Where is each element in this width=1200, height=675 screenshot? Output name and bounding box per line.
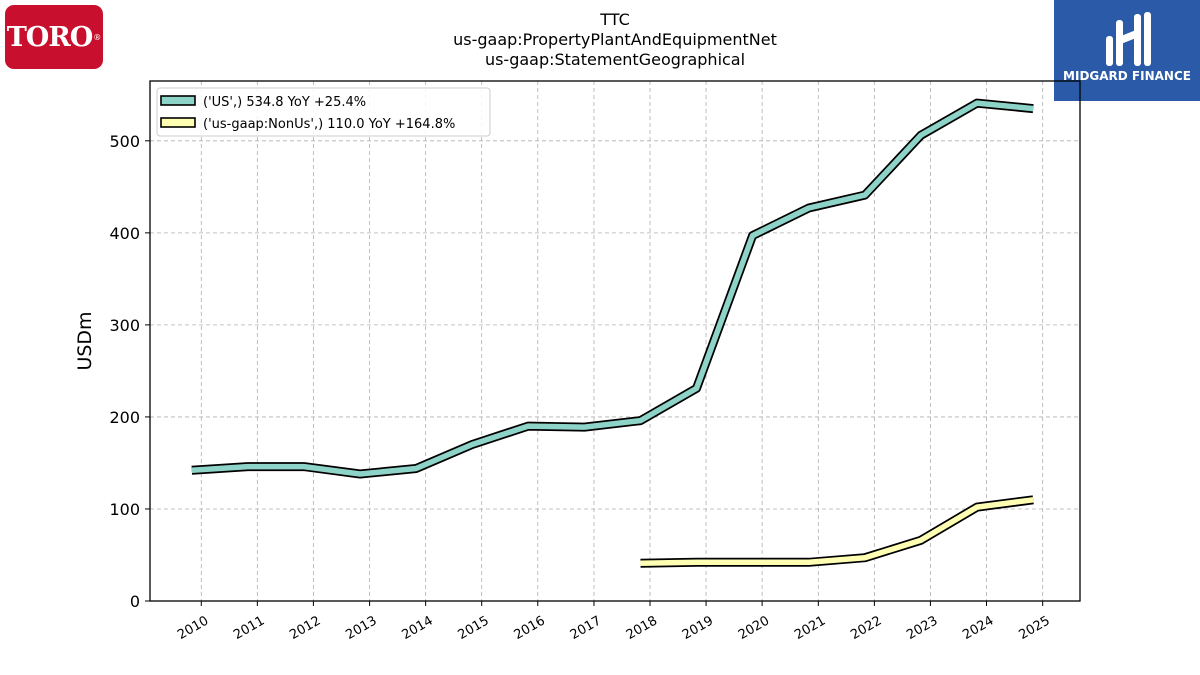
x-tick-label: 2013 xyxy=(343,613,379,643)
x-tick-label: 2023 xyxy=(904,613,940,643)
legend-label: ('US',) 534.8 YoY +25.4% xyxy=(203,95,366,110)
x-tick-label: 2019 xyxy=(680,613,716,643)
legend-item: ('US',) 534.8 YoY +25.4% xyxy=(160,95,366,110)
plot-frame xyxy=(149,80,1081,602)
x-tick-label: 2021 xyxy=(792,613,828,643)
series-1 xyxy=(640,495,1034,568)
x-tick-label: 2020 xyxy=(736,613,772,643)
series-layer xyxy=(191,98,1034,568)
registered-mark-icon: ® xyxy=(93,32,102,42)
x-tick-label: 2018 xyxy=(624,613,660,643)
legend-label: ('us-gaap:NonUs',) 110.0 YoY +164.8% xyxy=(203,117,455,132)
x-tick-label: 2010 xyxy=(175,613,211,643)
y-tick-label: 0 xyxy=(130,592,140,611)
x-tick-label: 2014 xyxy=(399,613,435,643)
x-tick-label: 2012 xyxy=(287,613,323,643)
toro-logo-text: TORO xyxy=(6,21,94,53)
x-tick-label: 2017 xyxy=(568,613,604,643)
x-tick-label: 2015 xyxy=(456,613,492,643)
x-tick-label: 2011 xyxy=(231,613,267,643)
series-0 xyxy=(191,98,1034,479)
y-axis: 0 100 200 300 400 500 xyxy=(109,132,150,611)
midgard-finance-logo: MIDGARD FINANCE xyxy=(1054,0,1200,101)
y-tick-label: 100 xyxy=(109,500,140,519)
x-tick-label: 2025 xyxy=(1017,613,1053,643)
grid-lines xyxy=(150,81,1080,602)
midgard-logo-text: MIDGARD FINANCE xyxy=(1063,69,1191,83)
chart-title-line-3: us-gaap:StatementGeographical xyxy=(484,50,746,69)
series-line xyxy=(191,100,1034,477)
y-axis-label: USDm xyxy=(74,311,96,370)
toro-logo: TORO ® xyxy=(5,5,103,69)
y-tick-label: 400 xyxy=(109,224,140,243)
chart-title-line-1: TTC xyxy=(600,10,630,29)
legend-item: ('us-gaap:NonUs',) 110.0 YoY +164.8% xyxy=(160,117,455,132)
x-tick-label: 2024 xyxy=(960,613,996,643)
y-tick-label: 300 xyxy=(109,316,140,335)
x-tick-label: 2016 xyxy=(512,613,548,643)
legend: ('US',) 534.8 YoY +25.4% ('us-gaap:NonUs'… xyxy=(156,87,491,137)
chart-title-line-2: us-gaap:PropertyPlantAndEquipmentNet xyxy=(453,30,777,49)
series-line xyxy=(640,497,1034,567)
x-axis: 2010 2011 2012 2013 2014 2015 2016 2017 2018 2019… xyxy=(175,601,1053,643)
x-tick-label: 2022 xyxy=(848,613,884,643)
series-line-outline xyxy=(191,98,1034,479)
chart-title: TTC us-gaap:PropertyPlantAndEquipmentNet… xyxy=(150,10,1080,70)
midgard-emblem-icon xyxy=(1106,12,1151,66)
y-tick-label: 500 xyxy=(109,132,140,151)
legend-swatch xyxy=(160,95,196,106)
legend-box xyxy=(156,87,491,137)
y-tick-label: 200 xyxy=(109,408,140,427)
legend-swatch xyxy=(160,117,196,128)
